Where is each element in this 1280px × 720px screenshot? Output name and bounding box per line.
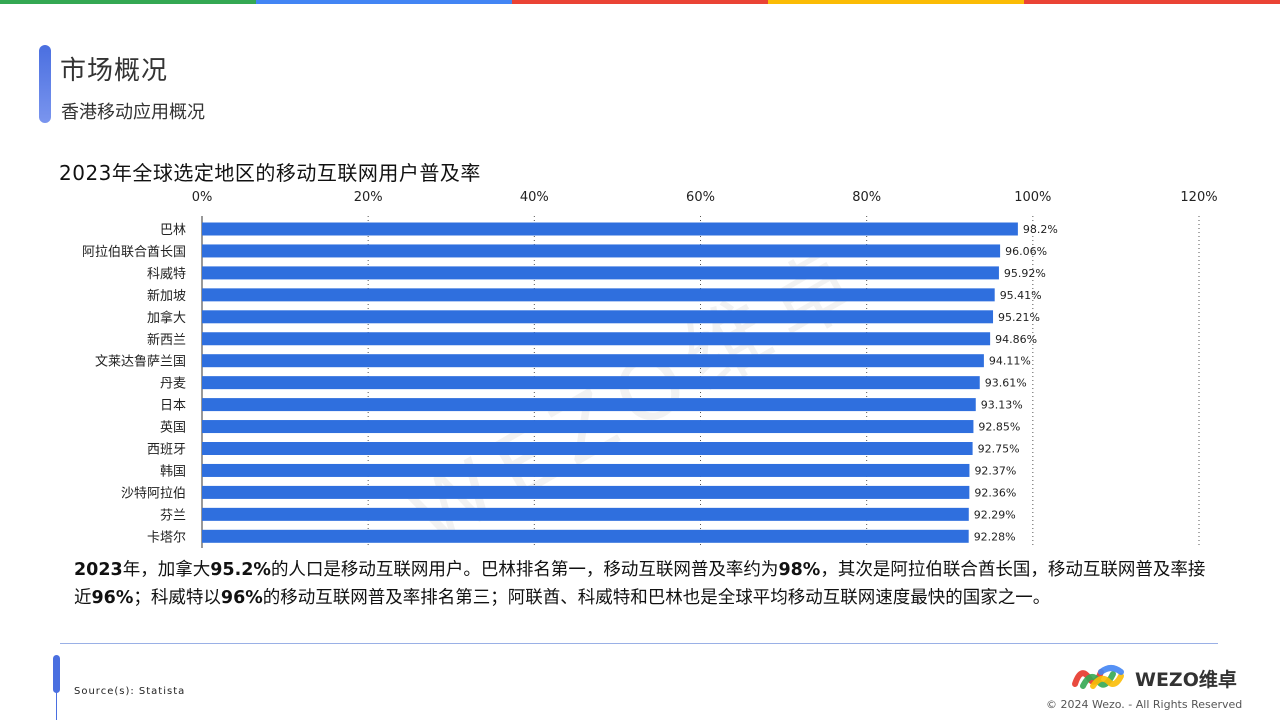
summary-part: 95.2%: [210, 560, 271, 580]
bar: [202, 244, 1001, 258]
x-tick-label: 60%: [686, 190, 715, 205]
bar: [202, 222, 1018, 236]
category-label: 阿拉伯联合酋长国: [82, 244, 186, 260]
summary-part: 98%: [778, 560, 821, 580]
bar: [202, 266, 999, 280]
title-accent-bar: [39, 45, 51, 123]
summary-part: 年，加拿大: [122, 560, 211, 580]
x-tick-label: 120%: [1180, 190, 1217, 205]
chart-title: 2023年全球选定地区的移动互联网用户普及率: [59, 161, 481, 185]
bar: [202, 332, 991, 346]
value-label: 94.11%: [989, 355, 1031, 368]
top-bar-segment: [1024, 0, 1280, 4]
bar: [202, 354, 984, 368]
value-label: 95.92%: [1004, 267, 1046, 280]
top-color-bar: [0, 0, 1280, 4]
category-label: 西班牙: [147, 443, 186, 458]
bar: [202, 288, 995, 302]
top-bar-segment: [0, 0, 256, 4]
value-label: 98.2%: [1023, 223, 1058, 236]
category-label: 韩国: [160, 464, 186, 479]
source-note: Source(s): Statista: [74, 686, 186, 697]
wezo-logo-icon: [1072, 665, 1124, 689]
summary-part: 的人口是移动互联网用户。巴林排名第一，移动互联网普及率约为: [270, 560, 779, 580]
bar: [202, 485, 970, 499]
category-label: 加拿大: [147, 310, 186, 326]
category-label: 芬兰: [160, 508, 186, 523]
category-label: 卡塔尔: [147, 530, 186, 545]
category-label: 新加坡: [147, 288, 186, 304]
summary-part: ；科威特以: [133, 588, 221, 608]
summary-part: 2023: [74, 560, 123, 580]
category-label: 沙特阿拉伯: [121, 486, 186, 501]
summary-text: 2023年，加拿大95.2%的人口是移动互联网用户。巴林排名第一，移动互联网普及…: [74, 556, 1214, 612]
bar: [202, 376, 980, 390]
category-label: 新西兰: [147, 332, 186, 348]
bar: [202, 310, 994, 324]
bar: [202, 420, 974, 434]
top-bar-segment: [768, 0, 1024, 4]
summary-part: 的移动互联网普及率排名第三；阿联酋、科威特和巴林也是全球平均移动互联网速度最快的…: [262, 588, 1051, 608]
value-label: 92.75%: [978, 443, 1020, 456]
value-label: 92.85%: [978, 421, 1020, 434]
bar: [202, 463, 970, 477]
value-label: 92.37%: [974, 464, 1016, 477]
footer-accent-line: [56, 690, 57, 720]
x-tick-label: 80%: [852, 190, 881, 205]
category-label: 文莱达鲁萨兰国: [95, 355, 186, 370]
top-bar-segment: [256, 0, 512, 4]
value-label: 93.61%: [985, 377, 1027, 390]
top-bar-segment: [512, 0, 768, 4]
logo-text: WEZO维卓: [1135, 669, 1237, 691]
bar: [202, 398, 976, 412]
footer-divider: [60, 643, 1218, 644]
value-label: 95.41%: [1000, 289, 1042, 302]
summary-part: 96%: [91, 588, 134, 608]
value-label: 93.13%: [981, 399, 1023, 412]
x-tick-label: 0%: [192, 190, 213, 205]
footer-accent-bar: [53, 655, 60, 693]
category-label: 日本: [160, 399, 186, 414]
summary-part: 96%: [220, 588, 263, 608]
category-label: 科威特: [147, 267, 186, 282]
x-tick-label: 20%: [354, 190, 383, 205]
x-tick-label: 40%: [520, 190, 549, 205]
page-title: 市场概况: [60, 56, 169, 86]
page-subtitle: 香港移动应用概况: [61, 102, 205, 123]
bar: [202, 529, 969, 543]
bar-chart: 0% 20% 40% 60% 80% 100% 120% 巴林 98.2% 阿拉伯联合酋长国 96.…: [82, 190, 1218, 548]
category-label: 巴林: [160, 223, 186, 238]
value-label: 92.36%: [974, 486, 1016, 499]
value-label: 92.28%: [974, 530, 1016, 543]
value-label: 95.21%: [998, 311, 1040, 324]
value-label: 92.29%: [974, 508, 1016, 521]
copyright: © 2024 Wezo. - All Rights Reserved: [1046, 698, 1243, 711]
value-label: 96.06%: [1005, 245, 1047, 258]
value-label: 94.86%: [995, 333, 1037, 346]
category-label: 丹麦: [160, 377, 186, 392]
bar: [202, 442, 973, 455]
bar: [202, 507, 969, 521]
summary-part: ，其次是阿拉伯联合酋长国，移动互联网普及率接近: [74, 560, 1206, 608]
x-tick-label: 100%: [1014, 190, 1051, 205]
category-label: 英国: [160, 421, 186, 436]
